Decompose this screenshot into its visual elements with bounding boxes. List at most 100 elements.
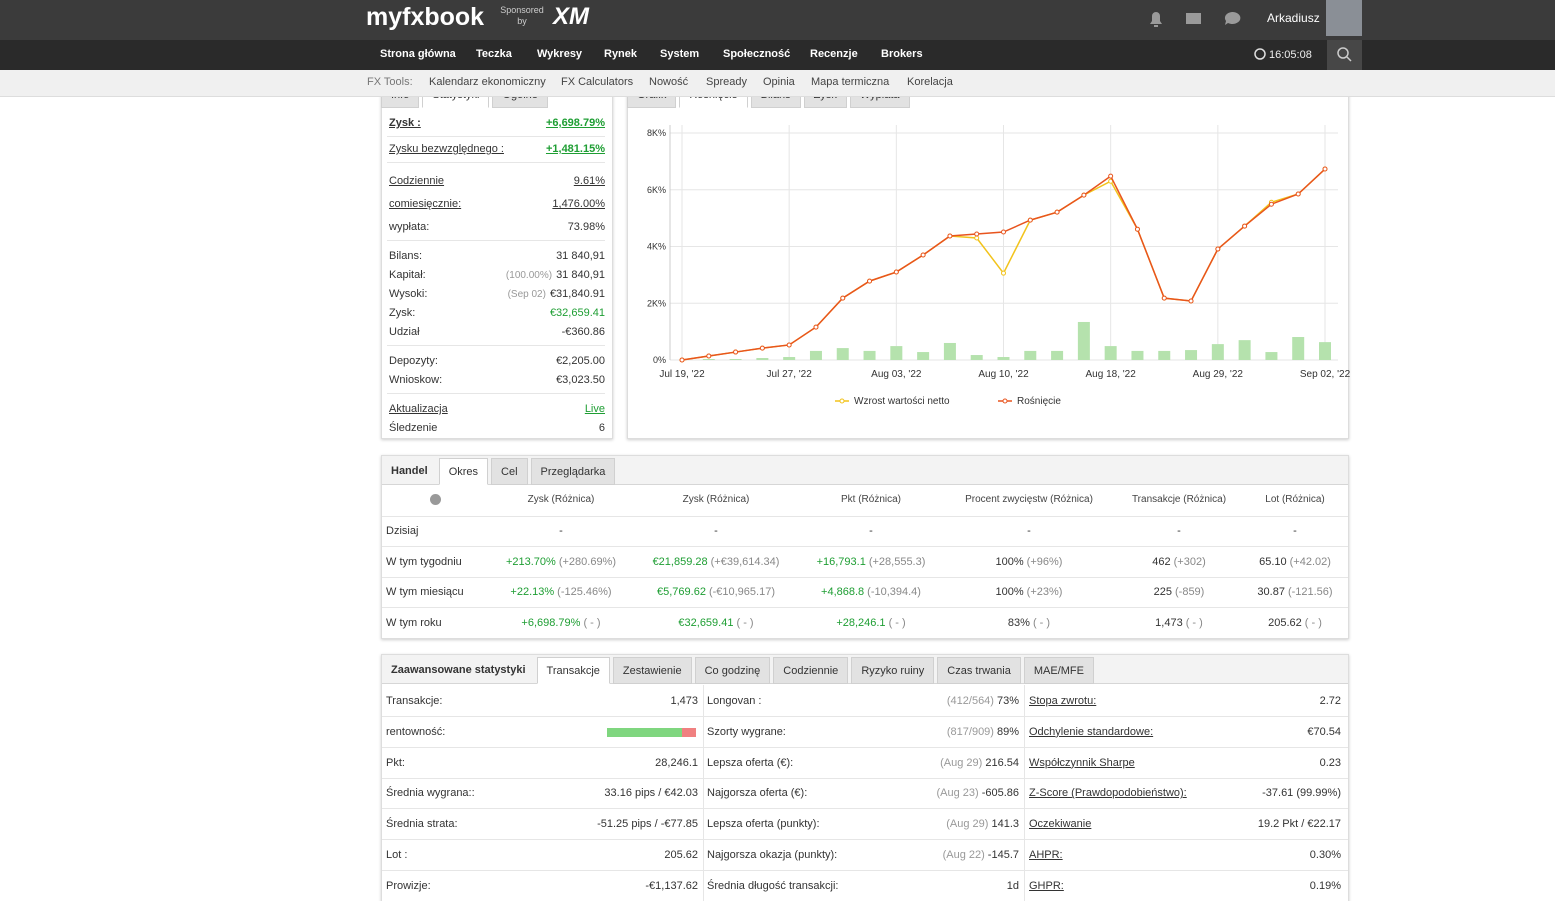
- stat-value: (Sep 02) €31,840.91: [205, 286, 605, 302]
- tools-item[interactable]: Nowość: [649, 76, 689, 88]
- tools-item[interactable]: Korelacja: [907, 76, 953, 88]
- stat-label: comiesięcznie:: [389, 198, 462, 210]
- stat-label: Śledzenie: [389, 422, 438, 434]
- user-name[interactable]: Arkadiusz: [1267, 11, 1320, 25]
- tools-item[interactable]: FX Calculators: [561, 76, 634, 88]
- search-icon[interactable]: [1337, 47, 1349, 59]
- stat-label: AHPR:: [1029, 849, 1063, 861]
- stat-prefix: (Aug 29): [946, 818, 989, 831]
- stat-value: 9.61%: [205, 173, 605, 189]
- stat-label: Stopa zwrotu:: [1029, 695, 1097, 707]
- tools-item[interactable]: Mapa termiczna: [811, 76, 890, 88]
- nav-item[interactable]: Recenzje: [810, 48, 858, 60]
- nav-item[interactable]: Brokers: [881, 48, 923, 60]
- stat-value-text: 89%: [996, 725, 1019, 738]
- cell-value: €32,659.41: [678, 617, 734, 630]
- tools-item[interactable]: Spready: [706, 76, 747, 88]
- tab-row: Zaawansowane statystyki Transakcje Zestawi…: [381, 657, 1094, 684]
- stat-value-text: 1d: [1006, 879, 1019, 892]
- stat-value: €3,023.50: [205, 372, 605, 388]
- stat-label: Longovan :: [707, 695, 762, 707]
- stat-value-text: 19.2 Pkt / €22.17: [1257, 818, 1341, 831]
- stat-value-text: 216.54: [985, 756, 1019, 769]
- nav-item[interactable]: Strona główna: [380, 48, 456, 60]
- cell-value: 462: [1152, 555, 1171, 568]
- nav-item[interactable]: System: [660, 48, 700, 60]
- tab-title: Zaawansowane statystyki: [391, 664, 526, 676]
- cell: 462 (+302): [979, 554, 1379, 570]
- cell-value: 30.87: [1257, 586, 1285, 599]
- tab[interactable]: Co godzinę: [694, 657, 771, 684]
- cell-diff: (+302): [1173, 555, 1206, 568]
- separator: [382, 716, 1348, 717]
- cell-diff: (+28,555.3): [868, 555, 926, 568]
- tab[interactable]: Cel: [491, 458, 528, 485]
- stat-label: Wysoki:: [389, 288, 428, 300]
- bell-icon[interactable]: [1150, 12, 1162, 27]
- stat-prefix: (Aug 22): [942, 849, 985, 861]
- cell: +28,246.1( - ): [671, 615, 1071, 631]
- tools-item[interactable]: Kalendarz ekonomiczny: [429, 76, 546, 88]
- tab[interactable]: Przeglądarka: [530, 458, 616, 485]
- stat-label: Zysk :: [389, 117, 421, 129]
- column-header: Transakcje (Różnica): [1131, 494, 1227, 505]
- stat-value: (412/564) 73%: [619, 693, 1019, 709]
- stat-label: Z-Score (Prawdopodobieństwo):: [1029, 787, 1187, 800]
- stat-label: Odchylenie standardowe:: [1029, 725, 1154, 738]
- cell-diff: ( - ): [736, 617, 754, 630]
- tab[interactable]: Transakcje: [536, 657, 610, 684]
- search-icon-handle: [1346, 56, 1352, 62]
- cell-value: 65.10: [1259, 555, 1287, 568]
- stat-label: Prowizje:: [386, 879, 431, 892]
- stat-value: 1,473: [298, 693, 698, 709]
- cell-value: +22.13%: [510, 586, 555, 599]
- avatar[interactable]: [1326, 0, 1362, 36]
- tab[interactable]: Zestawienie: [612, 657, 692, 684]
- cell-diff: (-125.46%): [557, 586, 612, 599]
- logo[interactable]: myfxbook: [366, 3, 485, 31]
- tab[interactable]: MAE/MFE: [1023, 657, 1094, 684]
- nav-item[interactable]: Społeczność: [723, 48, 791, 60]
- chat-icon[interactable]: [1224, 11, 1241, 25]
- cell-diff: (+280.69%): [558, 555, 617, 568]
- separator: [387, 136, 605, 137]
- cell-diff: (+96%): [1026, 555, 1063, 568]
- cell-value: 83%: [1007, 617, 1030, 630]
- separator: [382, 808, 1348, 810]
- stat-value: 19.2 Pkt / €22.17: [941, 816, 1341, 832]
- stat-value-text: 0.19%: [1309, 879, 1341, 892]
- nav-item[interactable]: Wykresy: [537, 48, 583, 60]
- tab[interactable]: Okres: [438, 458, 489, 485]
- tab[interactable]: Ryzyko ruiny: [851, 657, 935, 684]
- stat-label: Najgorsza okazja (punkty):: [707, 849, 838, 861]
- search-button[interactable]: [1327, 40, 1362, 70]
- cell-value: 225: [1153, 586, 1172, 599]
- separator: [382, 746, 1348, 748]
- chart-panel: [627, 85, 1349, 439]
- stat-value: 0.30%: [941, 847, 1341, 863]
- nav-item[interactable]: Teczka: [476, 48, 512, 60]
- mail-icon[interactable]: [1186, 13, 1201, 24]
- stat-label: Oczekiwanie: [1029, 818, 1092, 831]
- tab[interactable]: Czas trwania: [937, 657, 1021, 684]
- stat-value: 1,476.00%: [205, 196, 605, 212]
- separator: [382, 546, 1348, 547]
- stat-value: 31 840,91: [205, 248, 605, 264]
- stat-label: wypłata:: [389, 221, 430, 233]
- stat-value-text: 73%: [996, 695, 1019, 707]
- stat-value-text: +1,481.15%: [545, 143, 605, 155]
- cell: €21,859.28 (+€39,614.34): [516, 554, 916, 570]
- nav-item[interactable]: Rynek: [604, 48, 638, 60]
- cell-value: +213.70%: [505, 555, 556, 568]
- tools-item[interactable]: Opinia: [763, 76, 795, 88]
- separator: [382, 576, 1348, 578]
- stat-prefix: (412/564): [946, 695, 994, 707]
- column-divider: [1024, 685, 1025, 901]
- tab[interactable]: Codziennie: [773, 657, 849, 684]
- stat-value-text: 28,246.1: [655, 756, 698, 769]
- stat-value: 0.19%: [941, 878, 1341, 894]
- stat-value-text: 1,476.00%: [552, 198, 605, 210]
- stat-label: Lot :: [386, 849, 408, 861]
- stat-label: GHPR:: [1029, 879, 1064, 892]
- stat-label: Lepsza oferta (punkty):: [707, 818, 820, 831]
